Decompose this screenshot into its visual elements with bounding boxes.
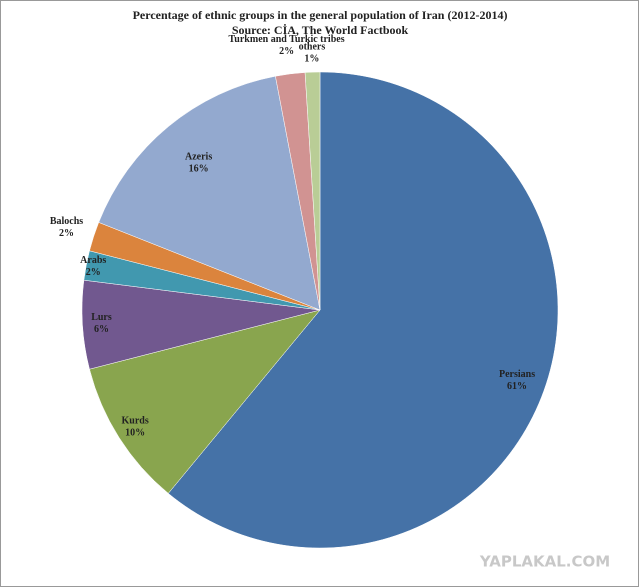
slice-label: Persians — [499, 369, 535, 380]
slice-value-label: 2% — [279, 46, 294, 57]
slice-value-label: 1% — [304, 53, 319, 64]
slice-value-label: 2% — [86, 267, 101, 278]
chart-subtitle: Source: CİA, The World Factbook — [232, 23, 409, 37]
slice-label: Arabs — [80, 255, 106, 266]
slice-label: Balochs — [50, 216, 83, 227]
pie-slice — [98, 75, 321, 311]
slice-value-label: 6% — [94, 324, 109, 335]
slice-value-label: 2% — [59, 228, 74, 239]
pie-slice — [167, 71, 559, 549]
slice-value-label: 61% — [507, 381, 527, 392]
slice-label: Kurds — [122, 416, 149, 427]
slice-label: Turkmen and Turkic tribes — [229, 34, 345, 45]
slice-value-label: 16% — [189, 164, 209, 175]
slice-label: others — [299, 41, 326, 52]
slice-label: Azeris — [185, 152, 212, 163]
chart-title: Percentage of ethnic groups in the gener… — [133, 8, 508, 22]
pie-slice — [89, 309, 321, 494]
pie-slice — [304, 71, 321, 311]
watermark: YAPLAKAL.COM — [479, 553, 610, 571]
slice-label: Lurs — [91, 312, 112, 323]
slice-value-label: 10% — [125, 428, 145, 439]
